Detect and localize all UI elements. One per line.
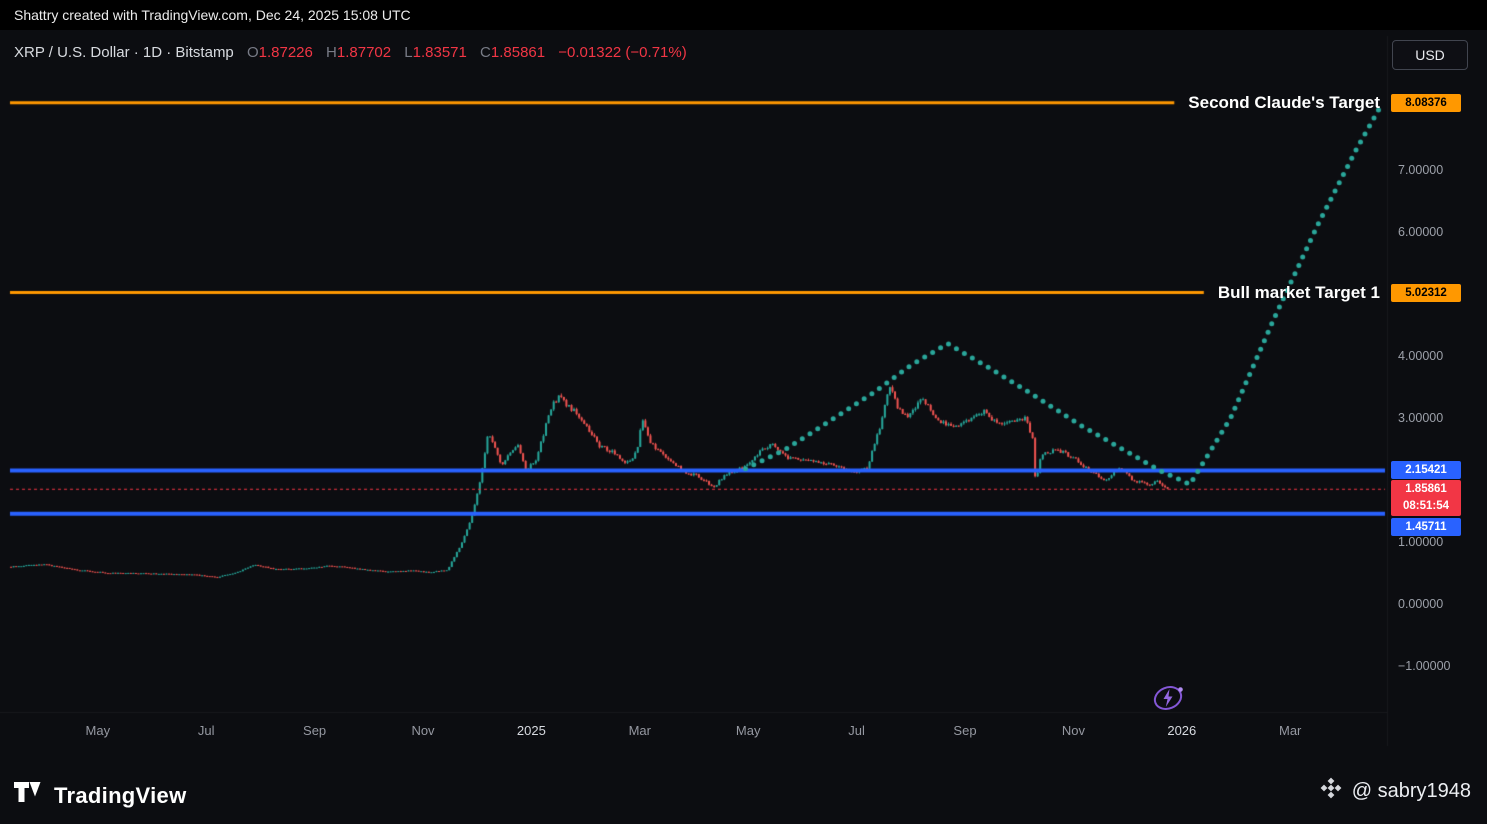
change-value: −0.01322 (−0.71%) bbox=[558, 44, 687, 61]
author-credit: @ sabry1948 bbox=[1319, 776, 1471, 806]
low-value: 1.83571 bbox=[412, 44, 467, 61]
author-handle: @ sabry1948 bbox=[1351, 779, 1471, 802]
level-price-badge-2.15421: 2.15421 bbox=[1391, 461, 1461, 479]
attribution-bar: Shattry created with TradingView.com, De… bbox=[0, 0, 1487, 30]
symbol-title[interactable]: XRP / U.S. Dollar · 1D · Bitstamp bbox=[14, 44, 234, 61]
open-label: O bbox=[246, 44, 259, 61]
symbol-header: XRP / U.S. Dollar · 1D · Bitstamp O1.872… bbox=[14, 44, 687, 61]
price-scale[interactable] bbox=[1388, 36, 1487, 746]
tradingview-logo-text: TradingView bbox=[54, 782, 187, 808]
last-price-value: 1.85861 bbox=[1405, 483, 1447, 495]
tradingview-logo[interactable]: TradingView bbox=[14, 781, 187, 810]
level-label-0[interactable]: Second Claude's Target bbox=[1188, 92, 1380, 112]
high-label: H bbox=[326, 44, 337, 61]
close-label: C bbox=[480, 44, 491, 61]
tradingview-logo-mark-icon bbox=[14, 781, 44, 810]
level-price-badge-8.08376: 8.08376 bbox=[1391, 94, 1461, 112]
currency-usd-button[interactable]: USD bbox=[1392, 40, 1468, 70]
high-value: 1.87702 bbox=[336, 44, 392, 61]
diamond-badge-icon bbox=[1319, 776, 1343, 806]
level-label-1[interactable]: Bull market Target 1 bbox=[1217, 282, 1380, 302]
level-price-badge-1.45711: 1.45711 bbox=[1391, 518, 1461, 536]
level-price-badge-5.02312: 5.02312 bbox=[1391, 284, 1461, 302]
close-value: 1.85861 bbox=[490, 44, 546, 61]
open-value: 1.87226 bbox=[258, 44, 313, 61]
low-label: L bbox=[404, 44, 413, 61]
time-scale[interactable] bbox=[0, 712, 1388, 752]
bar-countdown: 08:51:54 bbox=[1402, 500, 1450, 512]
event-marker-icon[interactable] bbox=[1150, 682, 1186, 719]
attribution-text: Shattry created with TradingView.com, De… bbox=[14, 7, 411, 23]
last-price-badge: 1.85861 08:51:54 bbox=[1391, 480, 1461, 516]
